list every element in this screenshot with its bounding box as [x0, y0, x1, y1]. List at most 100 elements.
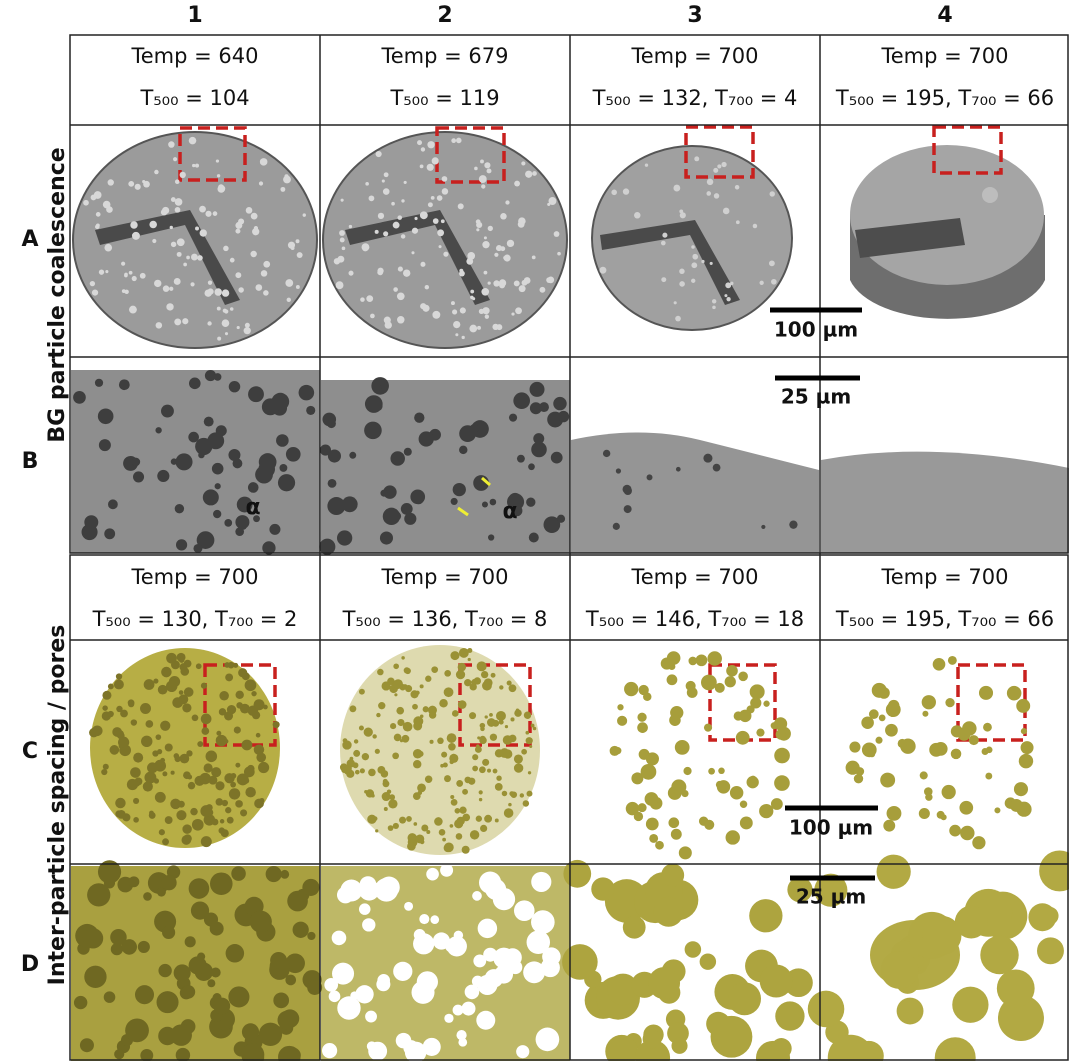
texture-blob [382, 188, 390, 195]
texture-blob [133, 471, 145, 483]
texture-blob [640, 763, 657, 780]
texture-blob [496, 710, 506, 721]
texture-blob [476, 1010, 496, 1030]
texture-blob [467, 252, 476, 260]
texture-blob [178, 690, 184, 695]
texture-blob [444, 1013, 454, 1023]
texture-blob [153, 678, 159, 684]
texture-blob [516, 1045, 530, 1059]
texture-blob [147, 762, 158, 774]
row-group-label: Inter-particle spacing / pores [45, 625, 70, 986]
texture-blob [444, 775, 451, 783]
texture-blob [154, 169, 159, 175]
texture-blob [691, 278, 696, 283]
texture-blob [177, 800, 185, 808]
texture-blob [392, 752, 400, 760]
texture-blob [162, 925, 176, 940]
texture-blob [224, 332, 229, 336]
texture-blob [190, 282, 195, 287]
texture-blob [518, 217, 526, 225]
texture-blob [220, 829, 229, 838]
texture-blob [667, 1022, 689, 1045]
texture-blob [384, 321, 392, 329]
texture-blob [379, 766, 383, 770]
texture-blob [441, 176, 448, 182]
texture-blob [444, 669, 452, 677]
texture-blob [73, 391, 86, 404]
texture-blob [458, 647, 469, 658]
texture-blob [259, 158, 268, 166]
texture-blob [225, 944, 245, 963]
texture-blob [95, 212, 101, 217]
texture-blob [770, 798, 783, 810]
texture-blob [295, 285, 300, 289]
column-label: 4 [937, 3, 952, 28]
texture-blob [169, 286, 174, 291]
texture-blob [468, 777, 476, 785]
texture-blob [179, 753, 190, 764]
texture-blob [115, 730, 124, 739]
texture-blob [207, 321, 212, 326]
texture-blob [1013, 782, 1029, 797]
texture-blob [244, 679, 257, 692]
texture-blob [250, 212, 258, 220]
texture-blob [228, 788, 241, 800]
roi-box [435, 126, 506, 184]
texture-blob [394, 693, 398, 697]
texture-blob [712, 463, 721, 472]
texture-blob [547, 202, 551, 206]
texture-blob [115, 797, 126, 809]
texture-blob [422, 1037, 441, 1056]
texture-blob [134, 183, 141, 190]
texture-blob [413, 822, 418, 826]
texture-blob [364, 395, 383, 413]
texture-blob [79, 1038, 94, 1053]
texture-blob [319, 444, 332, 456]
texture-blob [868, 709, 879, 719]
texture-blob [277, 474, 296, 492]
texture-blob [126, 778, 139, 791]
texture-blob [472, 891, 482, 901]
texture-blob [413, 721, 423, 731]
texture-blob [219, 819, 225, 824]
texture-blob [666, 651, 681, 665]
texture-blob [479, 736, 487, 745]
texture-blob [173, 753, 180, 759]
texture-blob [403, 1040, 419, 1056]
texture-blob [118, 379, 130, 391]
texture-blob [735, 730, 750, 745]
texture-blob [195, 663, 202, 670]
texture-blob [725, 282, 732, 289]
texture-blob [252, 228, 260, 236]
row-group-label: BG particle coalescence [45, 147, 70, 442]
texture-blob [349, 705, 357, 713]
texture-blob [481, 184, 486, 189]
texture-blob [513, 754, 523, 764]
texture-blob [415, 834, 425, 844]
texture-blob [149, 220, 157, 229]
texture-blob [197, 255, 203, 261]
texture-blob [236, 496, 253, 513]
texture-blob [225, 673, 234, 682]
texture-blob [539, 286, 546, 293]
texture-blob [673, 301, 677, 305]
texture-blob [182, 318, 189, 325]
texture-blob [1020, 728, 1028, 735]
texture-blob [137, 940, 150, 953]
texture-blob [617, 715, 628, 726]
texture-blob [876, 854, 911, 889]
texture-blob [436, 195, 443, 201]
texture-blob [477, 918, 498, 939]
texture-blob [980, 935, 1019, 975]
texture-blob [1018, 753, 1034, 769]
texture-blob [175, 453, 193, 471]
texture-blob [532, 171, 537, 176]
row-label: D [21, 952, 39, 977]
texture-blob [726, 664, 738, 677]
texture-blob [307, 980, 323, 995]
texture-blob [721, 161, 727, 168]
hold-times: T₅₀₀ = 119 [389, 86, 499, 110]
texture-blob [461, 335, 465, 340]
texture-blob [456, 137, 462, 144]
phase-label: α [245, 495, 260, 520]
